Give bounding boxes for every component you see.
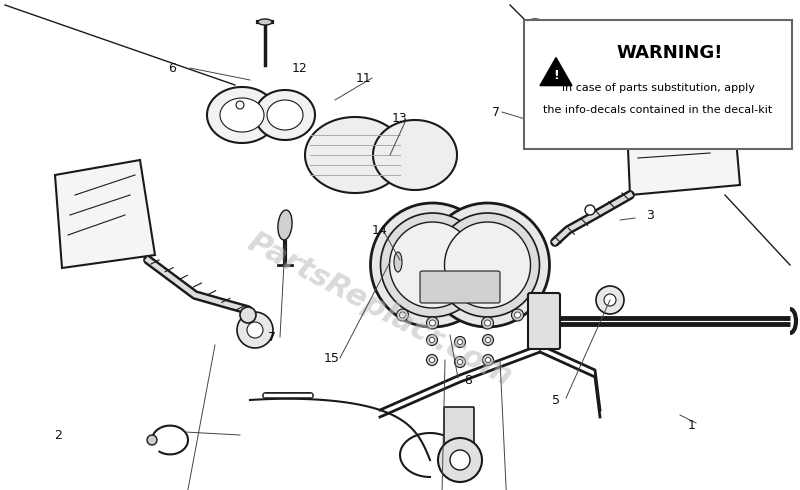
Polygon shape: [207, 87, 277, 143]
Text: 3: 3: [646, 209, 654, 221]
Ellipse shape: [258, 19, 272, 25]
Circle shape: [237, 312, 273, 348]
Circle shape: [236, 101, 244, 109]
Polygon shape: [55, 160, 155, 268]
Ellipse shape: [528, 19, 542, 25]
Polygon shape: [625, 70, 740, 195]
Text: 5: 5: [552, 393, 560, 407]
Circle shape: [485, 320, 490, 326]
FancyBboxPatch shape: [528, 293, 560, 349]
Text: WARNING!: WARNING!: [617, 44, 723, 62]
Text: PartsReplacr.com: PartsReplacr.com: [242, 228, 518, 392]
Circle shape: [482, 317, 494, 329]
Circle shape: [604, 294, 616, 306]
Circle shape: [426, 335, 438, 345]
Circle shape: [426, 354, 438, 366]
Circle shape: [514, 312, 521, 318]
Circle shape: [585, 205, 595, 215]
Circle shape: [454, 337, 466, 347]
Circle shape: [486, 358, 490, 363]
Text: 7: 7: [492, 105, 500, 119]
Ellipse shape: [278, 210, 292, 240]
Text: 11: 11: [356, 72, 372, 84]
Text: !: !: [553, 69, 559, 82]
Text: 1: 1: [688, 418, 696, 432]
Text: 6: 6: [168, 62, 176, 74]
Circle shape: [399, 312, 406, 318]
Text: 14: 14: [372, 223, 388, 237]
Circle shape: [147, 435, 157, 445]
Polygon shape: [373, 120, 457, 190]
Circle shape: [426, 203, 550, 327]
Circle shape: [596, 286, 624, 314]
Polygon shape: [540, 58, 572, 86]
Circle shape: [390, 222, 475, 308]
Ellipse shape: [394, 252, 402, 272]
Text: the info-decals contained in the decal-kit: the info-decals contained in the decal-k…: [543, 104, 773, 115]
Circle shape: [482, 354, 494, 366]
Text: 13: 13: [392, 112, 408, 124]
Circle shape: [511, 309, 523, 321]
Circle shape: [426, 317, 438, 329]
Circle shape: [454, 357, 466, 368]
Circle shape: [482, 335, 494, 345]
Circle shape: [445, 222, 530, 308]
Text: 12: 12: [292, 62, 308, 74]
Circle shape: [458, 360, 462, 365]
Circle shape: [438, 438, 482, 482]
Circle shape: [430, 338, 434, 343]
Circle shape: [430, 358, 434, 363]
Circle shape: [486, 338, 490, 343]
Polygon shape: [255, 90, 315, 140]
Circle shape: [397, 309, 409, 321]
Circle shape: [435, 213, 539, 317]
Text: 7: 7: [268, 330, 276, 343]
Circle shape: [370, 203, 494, 327]
Polygon shape: [220, 98, 264, 132]
Circle shape: [458, 340, 462, 344]
Circle shape: [240, 307, 256, 323]
Circle shape: [450, 450, 470, 470]
Text: 8: 8: [464, 373, 472, 387]
Circle shape: [430, 320, 435, 326]
FancyBboxPatch shape: [444, 407, 474, 447]
Text: in case of parts substitution, apply: in case of parts substitution, apply: [562, 83, 754, 93]
Ellipse shape: [549, 96, 561, 120]
Circle shape: [247, 322, 263, 338]
Text: 15: 15: [324, 351, 340, 365]
FancyBboxPatch shape: [420, 271, 500, 303]
Polygon shape: [267, 100, 303, 130]
Polygon shape: [305, 117, 405, 193]
FancyBboxPatch shape: [524, 20, 792, 149]
Circle shape: [381, 213, 485, 317]
Text: 2: 2: [54, 428, 62, 441]
